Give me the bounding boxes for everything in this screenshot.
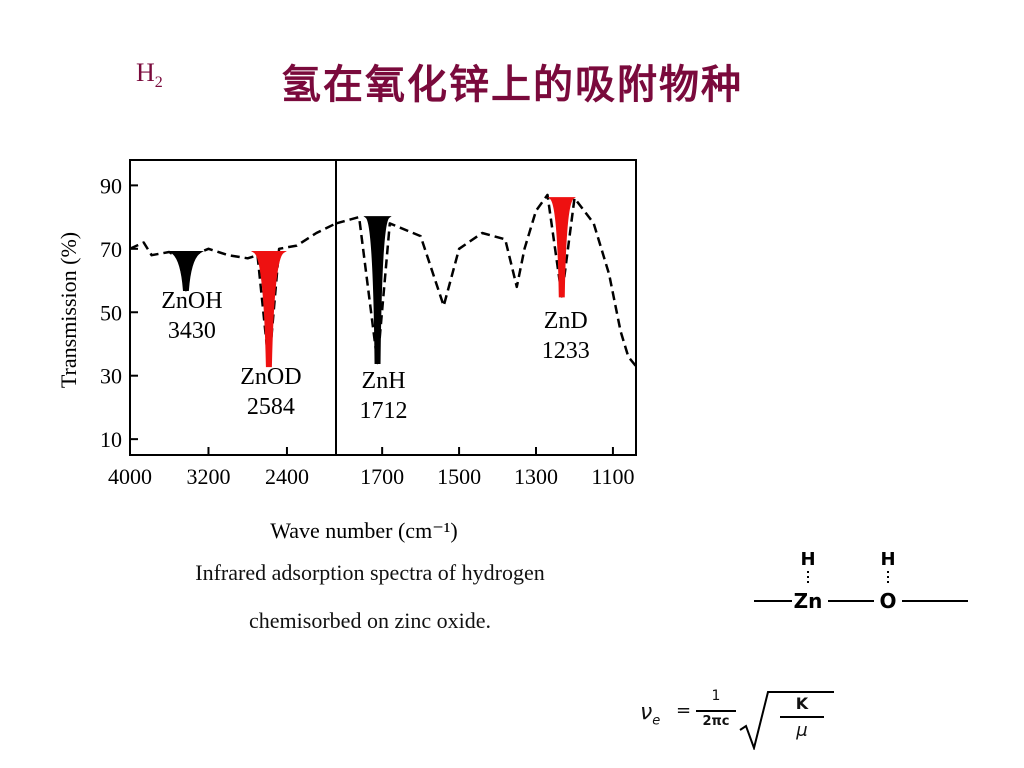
frequency-formula: νe = 1 2πc K μ <box>640 688 840 750</box>
square-root-sign <box>739 691 834 750</box>
peak-value-znoh: 3430 <box>168 318 216 344</box>
x-tick-label: 2400 <box>265 464 309 489</box>
peak-band-znd <box>547 197 576 298</box>
formula-fraction-bar <box>696 710 736 712</box>
peak-label-znoh: ZnOH <box>161 288 222 314</box>
formula-denominator: 2πc <box>702 714 730 729</box>
x-tick-label: 4000 <box>108 464 152 489</box>
formula-numerator: 1 <box>711 688 721 704</box>
peak-value-znod: 2584 <box>247 394 295 420</box>
y-tick-label: 10 <box>100 427 122 452</box>
y-tick-label: 70 <box>100 237 122 262</box>
spectrum-line-right <box>335 193 637 367</box>
peak-value-znd: 1233 <box>542 338 590 364</box>
hydrogen-label: H2 <box>136 58 163 92</box>
x-tick-label: 3200 <box>186 464 230 489</box>
root-numerator: K <box>795 694 809 713</box>
atom-o: O <box>879 589 896 613</box>
x-axis-label: Wave number (cm⁻¹) <box>270 518 457 543</box>
y-tick-label: 50 <box>100 300 122 325</box>
peak-value-znh: 1712 <box>360 398 408 424</box>
atom-h-right: H <box>880 549 895 570</box>
peak-label-znh: ZnH <box>362 368 406 394</box>
x-tick-label: 1700 <box>360 464 404 489</box>
atom-zn: Zn <box>794 589 823 613</box>
zn-o-structure: H H Zn O <box>754 549 968 613</box>
y-tick-label: 30 <box>100 364 122 389</box>
root-fraction-bar <box>780 716 824 718</box>
atom-h-left: H <box>800 549 815 570</box>
chart-caption-line-1: Infrared adsorption spectra of hydrogen <box>195 560 545 585</box>
x-tick-label: 1500 <box>437 464 481 489</box>
peak-band-znod <box>250 250 287 368</box>
chart-caption-line-2: chemisorbed on zinc oxide. <box>249 608 491 633</box>
x-tick-label: 1100 <box>591 464 634 489</box>
peak-label-znod: ZnOD <box>240 364 301 390</box>
y-tick-label: 90 <box>100 173 122 198</box>
peak-band-znh <box>363 216 392 365</box>
formula-lhs: νe <box>640 700 661 729</box>
y-axis-label: Transmission (%) <box>56 232 81 388</box>
formula-equals: = <box>676 700 692 721</box>
x-tick-label: 1300 <box>514 464 558 489</box>
spectrum-line-left <box>129 222 337 368</box>
peak-label-znd: ZnD <box>544 308 588 334</box>
root-denominator: μ <box>796 720 808 741</box>
slide-title: 氢在氧化锌上的吸附物种 <box>281 61 743 108</box>
peak-band-znoh <box>167 250 204 292</box>
